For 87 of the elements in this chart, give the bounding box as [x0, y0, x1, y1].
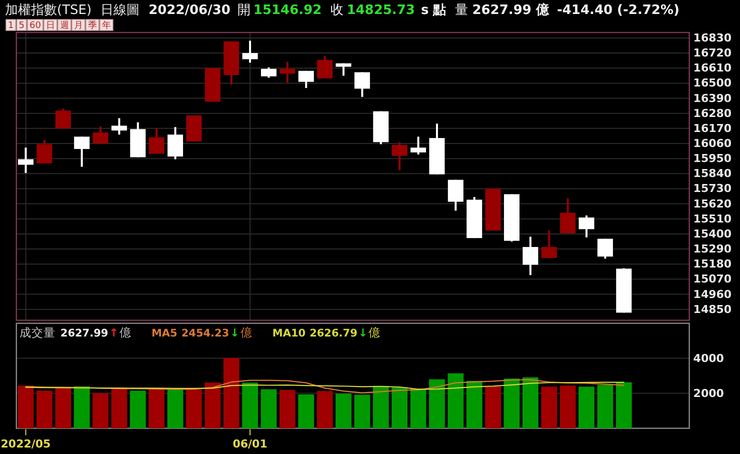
- button: 季: [86, 19, 100, 31]
- bar: [279, 390, 296, 428]
- y-tick-label: 2000: [693, 386, 724, 400]
- y-tick-label: 15400: [693, 227, 732, 240]
- x-tick-label: 2022/05: [0, 437, 51, 450]
- bar: [111, 388, 128, 428]
- bar: [336, 394, 352, 428]
- bar: [242, 382, 258, 428]
- y-tick-label: 15620: [693, 197, 732, 210]
- bar: [186, 389, 202, 428]
- bar: [372, 386, 389, 428]
- y-tick-label: 16500: [693, 76, 732, 90]
- annotation: 2626.79: [310, 327, 358, 340]
- text: MA5: [151, 327, 178, 340]
- y-tick-label: 16390: [693, 92, 732, 105]
- bar: [392, 387, 408, 428]
- y-tick-label: 15840: [693, 167, 732, 180]
- bar: [74, 386, 90, 428]
- bar: [485, 386, 501, 428]
- bar: [223, 358, 240, 428]
- bar: [448, 373, 464, 428]
- bar: [148, 389, 165, 428]
- bar: [92, 392, 108, 428]
- bar: [578, 386, 594, 428]
- button: 日: [44, 19, 58, 31]
- bar: [597, 384, 614, 428]
- bar: [504, 378, 520, 428]
- bar: [410, 388, 426, 428]
- y-tick-label: 4000: [693, 352, 724, 365]
- button: 年: [100, 19, 114, 31]
- y-tick-label: 16720: [693, 46, 732, 60]
- bar: [18, 386, 34, 428]
- chart-title: 成交量: [19, 325, 56, 340]
- chart-subtitle: 日線圖: [100, 3, 140, 18]
- button: 60: [27, 19, 44, 31]
- button: 月: [72, 19, 86, 31]
- annotation: ↓: [230, 326, 240, 340]
- y-tick-label: 16060: [693, 137, 732, 150]
- bar: [354, 394, 370, 428]
- text: MA10: [272, 327, 306, 340]
- x-tick-label: 06/01: [232, 437, 268, 450]
- text: 收: [330, 3, 344, 18]
- text: 開: [237, 3, 250, 18]
- bar: [541, 386, 558, 428]
- y-tick-label: 15290: [693, 242, 732, 256]
- bar: [36, 390, 52, 428]
- button: 5: [16, 19, 27, 31]
- text: 量: [455, 3, 468, 18]
- chart-title: 加權指數(TSE): [5, 3, 92, 18]
- annotation: 億: [368, 325, 381, 340]
- y-tick-label: 16830: [693, 31, 732, 44]
- y-tick-label: 16280: [693, 106, 732, 120]
- annotation: ↓: [358, 326, 368, 340]
- y-tick-label: 16170: [693, 122, 732, 135]
- bar: [616, 382, 632, 428]
- y-tick-label: 15510: [693, 212, 732, 226]
- text: 2022/06/30: [148, 3, 230, 18]
- bar: [55, 387, 72, 428]
- y-tick-label: 15070: [693, 272, 732, 286]
- y-tick-label: 15950: [693, 152, 732, 166]
- text: -414.40 (-2.72%): [556, 3, 680, 18]
- bar: [130, 390, 146, 428]
- text: 2627.99 億: [472, 2, 550, 18]
- text: 14825.73: [346, 3, 415, 18]
- bar: [560, 386, 576, 428]
- button: 1: [6, 19, 16, 31]
- y-tick-label: 15180: [693, 258, 732, 271]
- bar: [167, 390, 184, 428]
- bar: [429, 379, 445, 428]
- annotation: 2627.99: [60, 327, 108, 340]
- y-tick-label: 14960: [693, 288, 732, 301]
- text: s 點: [420, 3, 446, 18]
- button: 週: [58, 19, 72, 31]
- bar: [466, 380, 482, 428]
- bar: [522, 377, 538, 428]
- bar: [204, 382, 221, 428]
- annotation: 億: [119, 325, 132, 340]
- bar: [260, 389, 277, 428]
- y-tick-label: 14850: [693, 302, 732, 316]
- y-tick-label: 16610: [693, 62, 732, 75]
- y-tick-label: 15730: [693, 182, 732, 196]
- bar: [298, 394, 314, 428]
- annotation: 2454.23: [181, 327, 230, 340]
- annotation: ↑: [109, 326, 118, 340]
- text: 15146.92: [253, 3, 322, 18]
- annotation: 億: [240, 325, 252, 340]
- bar: [316, 391, 333, 428]
